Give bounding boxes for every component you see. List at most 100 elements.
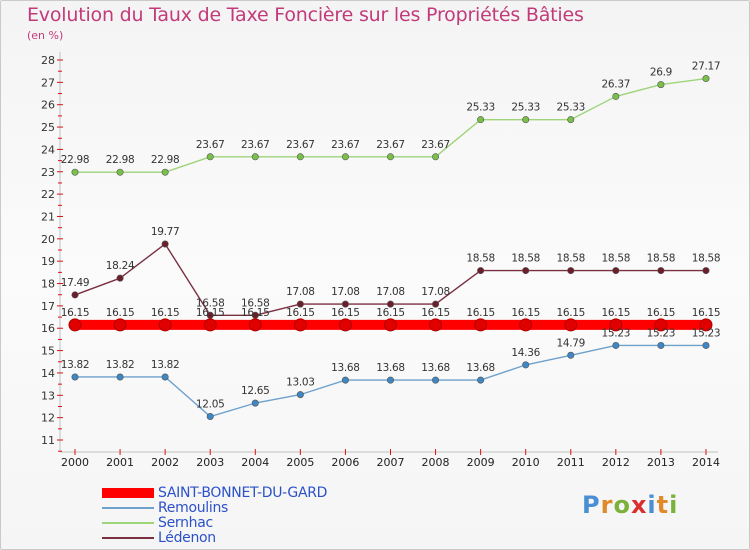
- data-label-remoulins: 13.68: [331, 362, 360, 374]
- y-tick-label: 25: [41, 121, 55, 134]
- data-point-remoulins: [116, 373, 124, 381]
- data-label-remoulins: 14.36: [511, 347, 540, 359]
- data-label-sernhac: 22.98: [151, 154, 180, 166]
- y-tick-label: 21: [41, 210, 55, 223]
- data-label-remoulins: 14.79: [556, 337, 585, 349]
- data-label-sernhac: 23.67: [286, 139, 315, 151]
- data-label-saint-bonnet-du-gard: 16.15: [106, 307, 135, 319]
- data-label-sernhac: 23.67: [376, 139, 405, 151]
- data-point-remoulins: [341, 376, 349, 384]
- data-label-saint-bonnet-du-gard: 16.15: [286, 307, 315, 319]
- x-tick-label: 2007: [376, 456, 404, 469]
- data-point-remoulins: [567, 351, 575, 359]
- logo-letter: r: [600, 491, 614, 519]
- legend: SAINT-BONNET-DU-GARD Remoulins Sernhac Léde…: [102, 484, 328, 546]
- data-point-l-denon: [71, 291, 79, 299]
- data-point-saint-bonnet-du-gard: [203, 318, 217, 332]
- x-tick-label: 2009: [467, 456, 495, 469]
- y-tick-label: 16: [41, 322, 55, 335]
- data-point-sernhac: [116, 168, 124, 176]
- data-point-sernhac: [567, 116, 575, 124]
- data-label-l-denon: 18.58: [466, 253, 495, 265]
- data-point-sernhac: [71, 168, 79, 176]
- x-tick-label: 2008: [422, 456, 450, 469]
- data-point-l-denon: [612, 267, 620, 275]
- data-label-remoulins: 15.23: [602, 327, 631, 339]
- data-point-remoulins: [386, 376, 394, 384]
- data-label-remoulins: 13.82: [61, 359, 90, 371]
- y-tick-label: 26: [41, 99, 55, 112]
- data-label-sernhac: 25.33: [511, 102, 540, 114]
- data-label-remoulins: 12.65: [241, 385, 270, 397]
- data-label-l-denon: 19.77: [151, 226, 180, 238]
- legend-label: SAINT-BONNET-DU-GARD: [158, 484, 328, 501]
- data-label-l-denon: 17.08: [421, 286, 450, 298]
- data-label-l-denon: 17.08: [376, 286, 405, 298]
- data-label-saint-bonnet-du-gard: 16.15: [466, 307, 495, 319]
- data-label-sernhac: 26.37: [602, 78, 631, 90]
- data-point-saint-bonnet-du-gard: [654, 318, 668, 332]
- data-point-remoulins: [206, 413, 214, 421]
- legend-swatch: [102, 506, 154, 509]
- data-point-saint-bonnet-du-gard: [338, 318, 352, 332]
- y-tick-label: 22: [41, 188, 55, 201]
- data-label-sernhac: 25.33: [466, 102, 495, 114]
- x-tick-label: 2005: [286, 456, 314, 469]
- data-point-remoulins: [657, 341, 665, 349]
- data-label-saint-bonnet-du-gard: 16.15: [556, 307, 585, 319]
- x-tick-label: 2000: [61, 456, 89, 469]
- data-point-sernhac: [702, 75, 710, 83]
- data-point-saint-bonnet-du-gard: [68, 318, 82, 332]
- data-label-sernhac: 23.67: [331, 139, 360, 151]
- y-tick-label: 11: [41, 434, 55, 447]
- data-point-remoulins: [702, 341, 710, 349]
- y-tick-label: 27: [41, 76, 55, 89]
- x-tick-label: 2006: [331, 456, 359, 469]
- data-point-l-denon: [386, 300, 394, 308]
- x-tick-label: 2002: [151, 456, 179, 469]
- data-point-l-denon: [657, 267, 665, 275]
- data-point-l-denon: [296, 300, 304, 308]
- data-point-remoulins: [477, 376, 485, 384]
- data-point-sernhac: [612, 92, 620, 100]
- data-label-l-denon: 16.58: [196, 297, 225, 309]
- data-label-remoulins: 13.03: [286, 377, 315, 389]
- y-tick-label: 20: [41, 233, 55, 246]
- data-label-remoulins: 13.68: [376, 362, 405, 374]
- proxiti-logo: Proxiti: [582, 491, 678, 519]
- data-point-l-denon: [116, 274, 124, 282]
- data-label-sernhac: 23.67: [196, 139, 225, 151]
- data-point-sernhac: [161, 168, 169, 176]
- legend-label: Sernhac: [158, 514, 213, 531]
- data-label-sernhac: 23.67: [421, 139, 450, 151]
- logo-letter: P: [582, 491, 601, 519]
- data-point-saint-bonnet-du-gard: [113, 318, 127, 332]
- data-label-saint-bonnet-du-gard: 16.15: [602, 307, 631, 319]
- data-point-l-denon: [522, 267, 530, 275]
- data-label-saint-bonnet-du-gard: 16.15: [61, 307, 90, 319]
- data-label-remoulins: 15.23: [692, 327, 721, 339]
- data-point-saint-bonnet-du-gard: [158, 318, 172, 332]
- logo-letter: t: [656, 491, 670, 519]
- data-label-remoulins: 13.82: [151, 359, 180, 371]
- data-label-l-denon: 17.08: [286, 286, 315, 298]
- data-label-sernhac: 23.67: [241, 139, 270, 151]
- data-label-sernhac: 25.33: [556, 102, 585, 114]
- data-label-l-denon: 17.08: [331, 286, 360, 298]
- data-label-l-denon: 18.24: [106, 260, 135, 272]
- data-point-saint-bonnet-du-gard: [564, 318, 578, 332]
- x-tick-label: 2004: [241, 456, 269, 469]
- data-point-saint-bonnet-du-gard: [609, 318, 623, 332]
- logo-letter: o: [613, 491, 631, 519]
- data-label-remoulins: 13.68: [466, 362, 495, 374]
- data-point-l-denon: [341, 300, 349, 308]
- y-tick-label: 14: [41, 367, 55, 380]
- logo-letter: i: [647, 491, 657, 519]
- data-point-saint-bonnet-du-gard: [293, 318, 307, 332]
- x-tick-label: 2013: [647, 456, 675, 469]
- data-point-remoulins: [296, 391, 304, 399]
- legend-swatch: [102, 536, 154, 539]
- y-tick-label: 28: [41, 54, 55, 67]
- data-label-sernhac: 27.17: [692, 61, 721, 73]
- y-tick-label: 17: [41, 300, 55, 313]
